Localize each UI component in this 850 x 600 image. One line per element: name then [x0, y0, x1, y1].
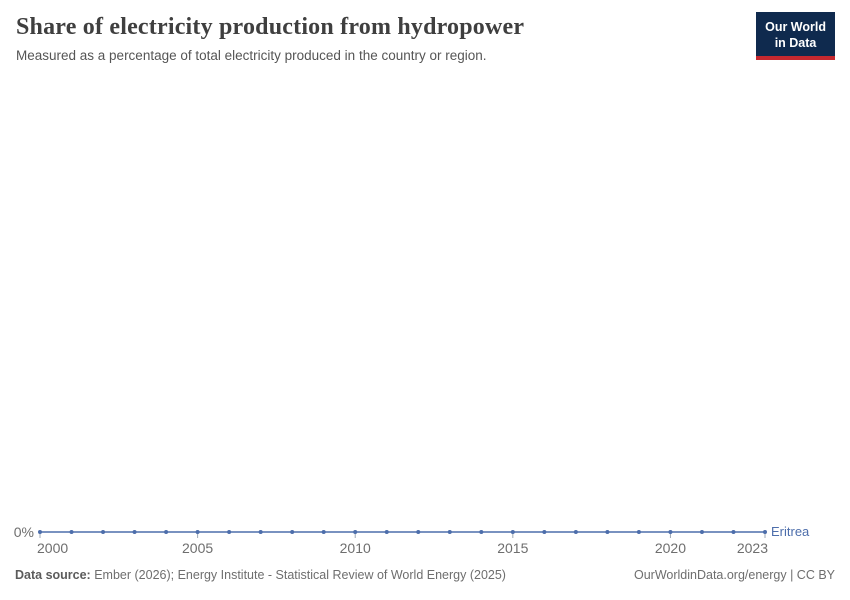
series-end-label[interactable]: Eritrea: [771, 524, 810, 539]
data-point[interactable]: [353, 530, 358, 534]
x-tick-label: 2000: [37, 540, 68, 556]
data-point[interactable]: [164, 530, 169, 534]
x-tick-label: 2020: [655, 540, 686, 556]
data-point[interactable]: [699, 530, 704, 534]
data-point[interactable]: [605, 530, 610, 534]
x-tick-label: 2015: [497, 540, 528, 556]
data-point[interactable]: [668, 530, 673, 534]
data-point[interactable]: [636, 530, 641, 534]
data-point[interactable]: [510, 530, 515, 534]
data-point[interactable]: [416, 530, 421, 534]
data-point[interactable]: [227, 530, 232, 534]
data-source-label: Data source:: [15, 568, 91, 582]
data-point[interactable]: [447, 530, 452, 534]
data-point[interactable]: [258, 530, 263, 534]
chart-subtitle: Measured as a percentage of total electr…: [16, 48, 487, 63]
data-point[interactable]: [321, 530, 326, 534]
footer-link[interactable]: OurWorldinData.org/energy | CC BY: [633, 568, 835, 582]
chart-title: Share of electricity production from hyd…: [16, 14, 525, 40]
line-chart[interactable]: 2000 2005 2010 2015 2020 2023 0% Eritrea: [0, 85, 850, 558]
owid-logo-line1: Our World: [765, 20, 826, 34]
data-point[interactable]: [573, 530, 578, 534]
data-point[interactable]: [763, 530, 767, 534]
data-source-note: Data source: Ember (2026); Energy Instit…: [15, 568, 506, 582]
x-tick-label: 2010: [340, 540, 371, 556]
data-point[interactable]: [290, 530, 295, 534]
data-point[interactable]: [69, 530, 74, 534]
data-point[interactable]: [384, 530, 389, 534]
owid-logo-line2: in Data: [774, 36, 817, 51]
data-point[interactable]: [195, 530, 200, 534]
data-point[interactable]: [132, 530, 137, 534]
data-point[interactable]: [38, 530, 42, 534]
data-point[interactable]: [101, 530, 106, 534]
x-tick-label: 2005: [182, 540, 213, 556]
chart-header: Share of electricity production from hyd…: [16, 14, 750, 63]
plot-svg[interactable]: 2000 2005 2010 2015 2020 2023 0% Eritrea: [0, 85, 850, 558]
data-point[interactable]: [479, 530, 484, 534]
data-point[interactable]: [542, 530, 547, 534]
x-tick-label: 2023: [737, 540, 768, 556]
data-point[interactable]: [731, 530, 736, 534]
y-axis-label: 0%: [14, 524, 34, 540]
owid-logo[interactable]: Our World in Data: [756, 12, 835, 60]
data-source-text: Ember (2026); Energy Institute - Statist…: [90, 568, 506, 582]
chart-footer: Data source: Ember (2026); Energy Instit…: [15, 568, 835, 582]
